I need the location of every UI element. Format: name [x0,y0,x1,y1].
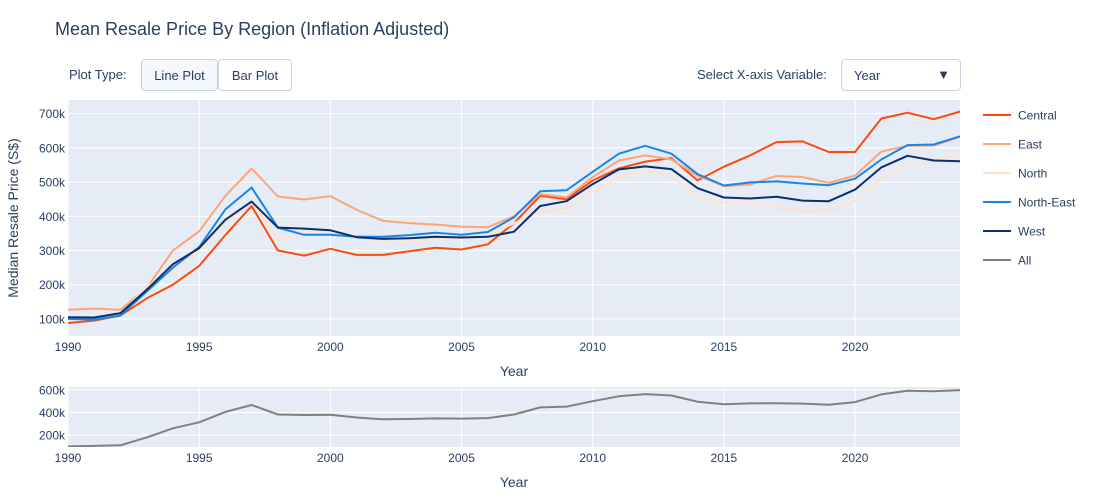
overview-y-tick-label: 200k [39,429,66,443]
legend-label-west: West [1018,225,1046,239]
main-x-tick-label: 2000 [317,340,344,354]
line-plot-button[interactable]: Line Plot [141,59,218,91]
overview-plot-area [68,387,960,447]
x-axis-variable-value: Year [854,67,881,83]
overview-x-tick-label: 2000 [317,451,344,465]
legend-label-north-east: North-East [1018,196,1076,210]
main-x-tick-label: 2020 [842,340,869,354]
series-line-all [68,389,960,447]
main-y-tick-label: 700k [39,107,66,121]
main-y-axis-title: Median Resale Price (S$) [5,138,21,298]
main-y-tick-label: 200k [39,278,66,292]
main-x-tick-label: 2010 [579,340,606,354]
legend-label-east: East [1018,138,1043,152]
plot-type-label: Plot Type: [69,67,127,82]
main-x-axis-title: Year [500,363,529,379]
bar-plot-button[interactable]: Bar Plot [218,59,292,91]
main-y-tick-label: 400k [39,210,66,224]
legend-label-central: Central [1018,109,1057,123]
series-line-north [68,152,960,320]
overview-x-tick-label: 2010 [579,451,606,465]
main-y-tick-label: 100k [39,312,66,326]
overview-x-axis-title: Year [500,474,529,490]
main-y-tick-label: 300k [39,244,66,258]
series-line-west [68,154,960,319]
overview-y-tick-label: 600k [39,383,66,397]
overview-x-tick-label: 2005 [448,451,475,465]
main-x-tick-label: 1990 [55,340,82,354]
overview-x-tick-label: 1990 [55,451,82,465]
main-x-tick-label: 2015 [711,340,738,354]
chevron-down-icon: ▼ [937,67,950,82]
legend-label-north: North [1018,167,1047,181]
overview-y-tick-label: 400k [39,406,66,420]
chart-title: Mean Resale Price By Region (Inflation A… [55,19,450,39]
x-axis-variable-select[interactable]: Year ▼ [841,59,961,91]
overview-x-tick-label: 2015 [711,451,738,465]
main-y-tick-label: 600k [39,141,66,155]
main-x-tick-label: 1995 [186,340,213,354]
series-line-north-east [68,135,960,321]
main-y-tick-label: 500k [39,176,66,190]
legend-label-all: All [1018,254,1031,268]
main-x-tick-label: 2005 [448,340,475,354]
overview-x-tick-label: 2020 [842,451,869,465]
x-axis-variable-label: Select X-axis Variable: [697,67,827,82]
overview-x-tick-label: 1995 [186,451,213,465]
